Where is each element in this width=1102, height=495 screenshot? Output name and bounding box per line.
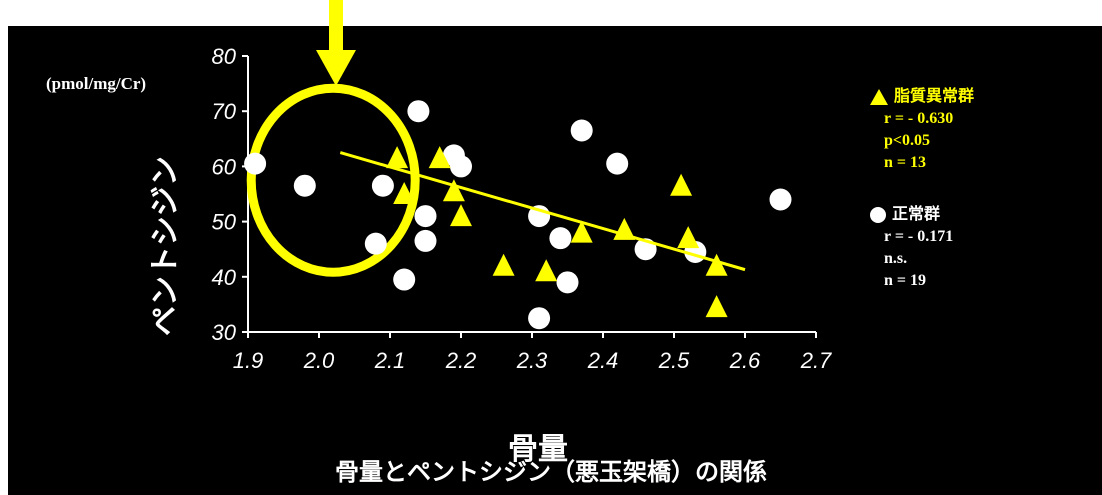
data-point-circle xyxy=(364,232,387,255)
data-point-circle xyxy=(393,268,416,291)
data-point-circle xyxy=(570,119,593,142)
data-point-triangle xyxy=(570,220,593,243)
legend-stat-p: n.s. xyxy=(884,250,908,267)
x-tick-label: 2.0 xyxy=(303,348,335,373)
y-unit-label: (pmol/mg/Cr) xyxy=(46,74,147,93)
triangle-marker-icon xyxy=(870,89,888,105)
y-axis-label: ペントシジン xyxy=(148,156,183,336)
legend-normal: 正常群 r = - 0.171 n.s. n = 19 xyxy=(870,204,953,292)
scatter-chart: 1.9 2.0 2.1 2.2 2.3 2.4 2.5 2.6 2.7 30 40 50 60 70 80 xyxy=(212,44,833,373)
data-point-circle xyxy=(414,229,437,252)
legend-series-name: 脂質異常群 xyxy=(894,88,975,105)
y-tick-label: 60 xyxy=(212,154,237,179)
legend-stat-r: r = - 0.630 xyxy=(884,110,954,127)
x-tick-label: 2.6 xyxy=(729,348,761,373)
x-tick-label: 2.2 xyxy=(445,348,477,373)
down-arrow-icon xyxy=(316,0,356,86)
data-point-circle xyxy=(450,155,472,178)
x-tick-label: 2.1 xyxy=(374,348,406,373)
x-tick-label: 2.5 xyxy=(658,348,690,373)
data-point-triangle xyxy=(705,253,728,276)
data-point-circle xyxy=(407,100,430,123)
trendline xyxy=(339,151,746,272)
y-tick-label: 70 xyxy=(212,99,237,124)
chart-panel: 1.9 2.0 2.1 2.2 2.3 2.4 2.5 2.6 2.7 30 40 50 60 70 80 … xyxy=(8,26,1102,495)
x-axis-label: 骨量 xyxy=(508,432,568,467)
legend-stat-r: r = - 0.171 xyxy=(884,228,954,245)
data-point-circle xyxy=(556,271,579,294)
data-point-triangle xyxy=(386,146,409,169)
legend-stat-p: p<0.05 xyxy=(884,132,931,149)
chart-title: 骨量とペントシジン（悪玉架橋）の関係 xyxy=(335,458,767,486)
data-point-triangle xyxy=(450,204,472,227)
x-tick-label: 2.3 xyxy=(516,348,548,373)
y-tick-label: 30 xyxy=(212,320,237,345)
data-point-circle xyxy=(244,152,267,175)
x-tick-label: 2.7 xyxy=(800,348,832,373)
data-point-circle xyxy=(293,174,316,197)
highlight-circle xyxy=(246,83,420,277)
data-point-triangle xyxy=(442,179,465,202)
data-point-triangle xyxy=(670,173,693,196)
data-point-triangle xyxy=(705,295,728,318)
y-tick-label: 40 xyxy=(212,265,237,290)
y-tick-label: 50 xyxy=(212,210,237,235)
legend-series-name: 正常群 xyxy=(892,206,941,223)
circle-marker-icon xyxy=(870,207,886,223)
data-point-circle xyxy=(606,152,629,175)
data-point-triangle xyxy=(613,217,636,240)
data-point-circle xyxy=(549,227,572,250)
data-point-circle xyxy=(414,205,437,228)
x-tick-label: 2.4 xyxy=(587,348,619,373)
data-point-triangle xyxy=(492,253,515,276)
y-tick-label: 80 xyxy=(212,44,237,69)
x-tick-label: 1.9 xyxy=(233,348,264,373)
data-point-triangle xyxy=(428,146,451,169)
legend-stat-n: n = 19 xyxy=(884,272,927,289)
legend-dyslipidemia: 脂質異常群 r = - 0.630 p<0.05 n = 13 xyxy=(870,86,974,174)
data-point-circle xyxy=(371,174,394,197)
data-point-circle xyxy=(528,307,551,330)
data-point-triangle xyxy=(535,259,558,282)
data-point-triangle xyxy=(677,226,700,249)
data-point-circle xyxy=(769,188,792,211)
legend-stat-n: n = 13 xyxy=(884,154,927,171)
data-point-triangle xyxy=(393,182,416,204)
